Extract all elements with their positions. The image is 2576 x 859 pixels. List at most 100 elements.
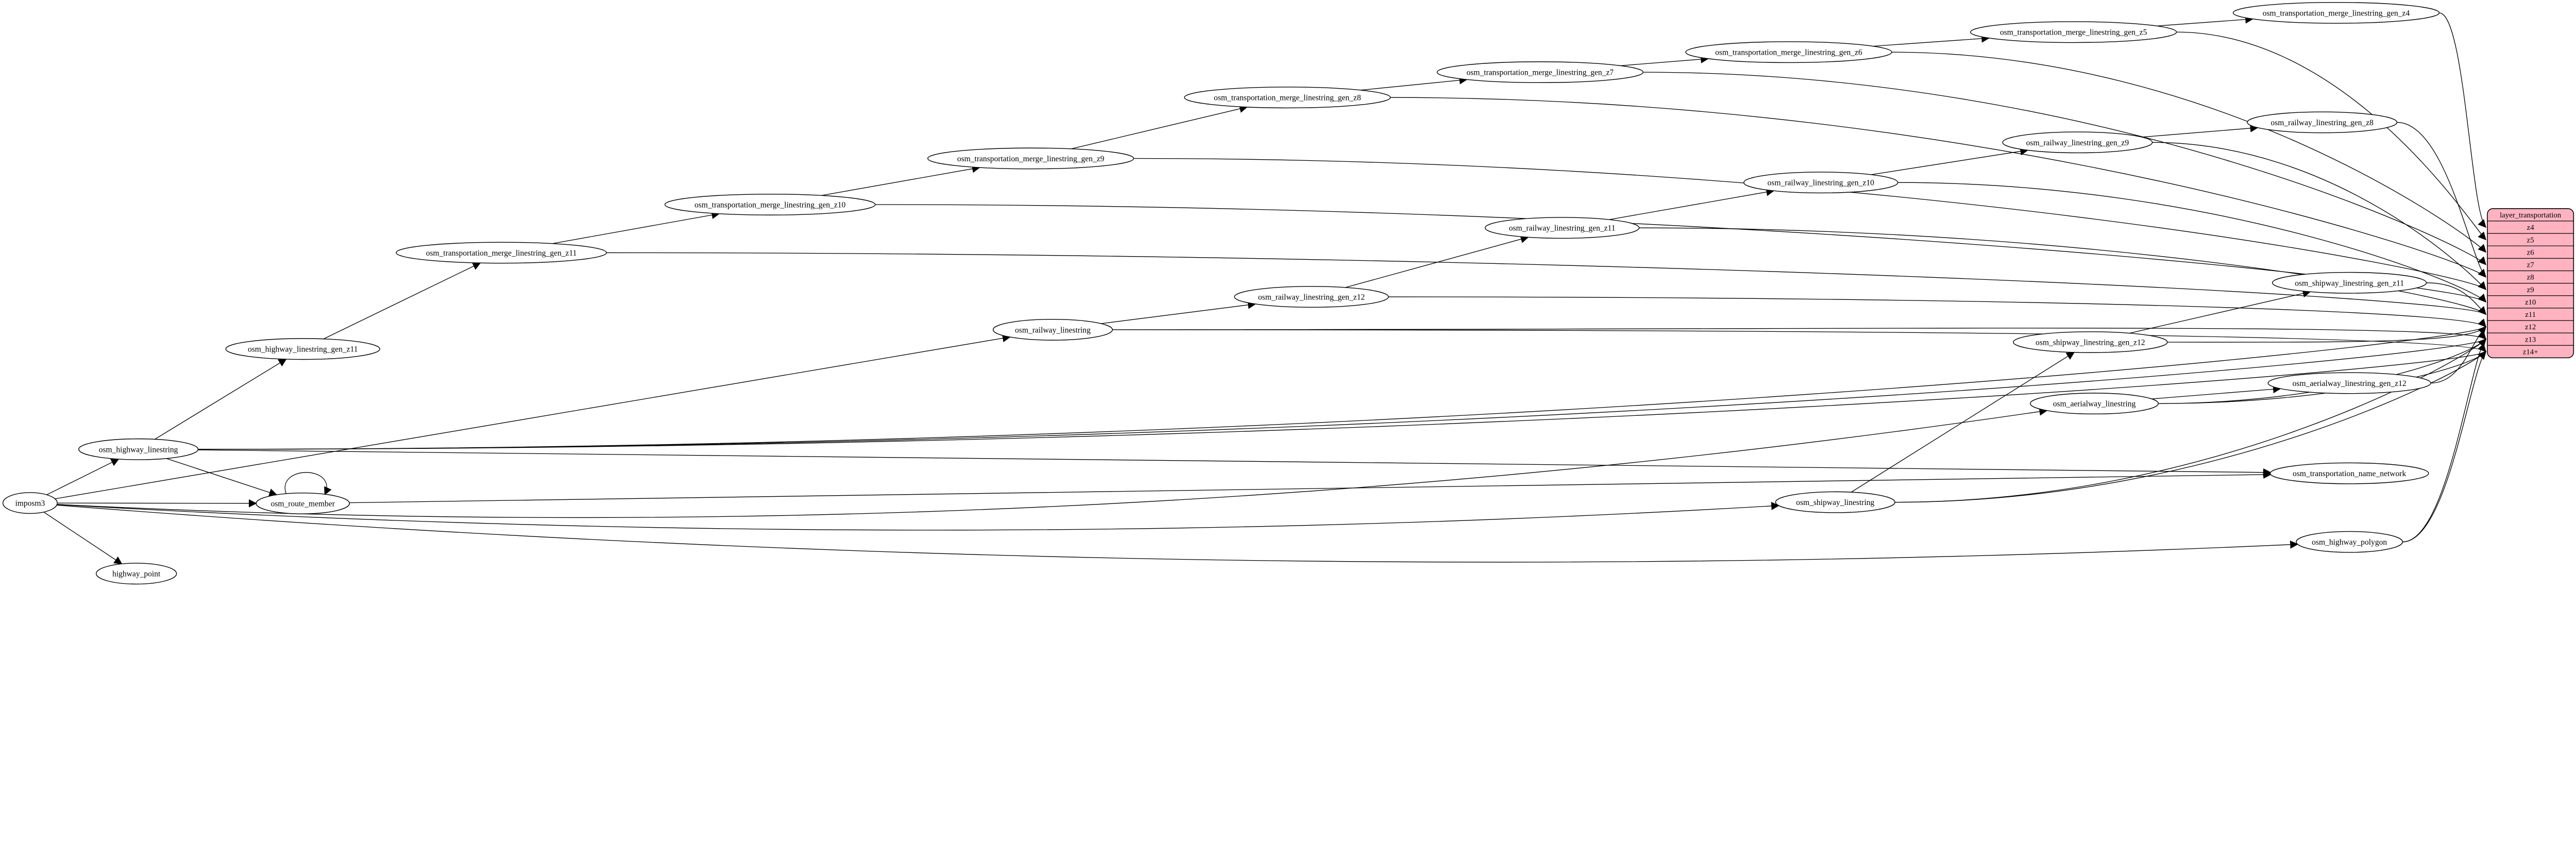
node-osm_aerialway_linestring: osm_aerialway_linestring: [2030, 393, 2159, 415]
node-ellipse-osm_aerialway_linestring: [2030, 393, 2159, 415]
node-label-osm_shipway_linestring_gen_z11: osm_shipway_linestring_gen_z11: [2295, 279, 2404, 288]
node-ellipse-osm_transportation_name_network: [2269, 462, 2429, 484]
node-label-osm_railway_linestring_gen_z9: osm_railway_linestring_gen_z9: [2026, 139, 2129, 147]
edge-osm_shipway_linestring_gen_z11--layer-row-z11: [2426, 282, 2486, 315]
edge-osm_highway_linestring--layer-row-z13: [198, 339, 2486, 450]
node-osm_shipway_linestring: osm_shipway_linestring: [1775, 491, 1895, 513]
edge-osm_highway_linestring--osm_route_member: [166, 458, 278, 497]
edge-osm_railway_linestring--osm_railway_linestring_gen_z12: [1101, 300, 1257, 324]
node-osm_transportation_merge_linestring_gen_z7: osm_transportation_merge_linestring_gen_…: [1436, 61, 1643, 83]
node-osm_transportation_merge_linestring_gen_z6: osm_transportation_merge_linestring_gen_…: [1685, 41, 1892, 63]
edge-osm_railway_linestring_gen_z8--layer-row-z8: [2397, 122, 2486, 278]
node-ellipse-osm_shipway_linestring: [1775, 491, 1895, 513]
node-ellipse-osm_railway_linestring: [992, 318, 1113, 341]
layer-table-title: layer_transportation: [2500, 211, 2562, 220]
edge-osm_highway_polygon--layer-row-z14+: [2402, 351, 2486, 543]
layer-table-row-z9: z9: [2527, 286, 2534, 294]
node-osm_shipway_linestring_gen_z12: osm_shipway_linestring_gen_z12: [2013, 331, 2168, 353]
edge-osm_transportation_merge_linestring_gen_z6--layer-row-z6: [1891, 52, 2486, 253]
edge-osm_railway_linestring_gen_z10--layer-row-z10: [1897, 182, 2486, 302]
node-ellipse-imposm3: [2, 492, 58, 514]
node-ellipse-osm_transportation_merge_linestring_gen_z11: [396, 242, 607, 264]
node-label-osm_highway_linestring_gen_z11: osm_highway_linestring_gen_z11: [248, 345, 358, 354]
node-osm_aerialway_linestring_gen_z12: osm_aerialway_linestring_gen_z12: [2267, 372, 2431, 394]
layer-table-row-z7: z7: [2527, 261, 2534, 270]
edge-osm_transportation_merge_linestring_gen_z9--layer-row-z9: [1133, 158, 2486, 290]
node-ellipse-osm_highway_linestring: [78, 438, 199, 460]
node-osm_railway_linestring_gen_z11: osm_railway_linestring_gen_z11: [1484, 217, 1640, 239]
etl-diagram: imposm3 highway_point osm_highway_linestri…: [2, 2, 2574, 585]
layer-table: layer_transportation z4 z5 z6 z7 z8 z9 z10 z11 z1…: [2487, 208, 2574, 359]
edge-imposm3--osm_aerialway_linestring: [57, 407, 2048, 518]
edge-osm_highway_linestring--layer-row-z14+: [198, 351, 2486, 450]
node-ellipse-osm_railway_linestring_gen_z8: [2247, 111, 2398, 133]
node-label-osm_railway_linestring: osm_railway_linestring: [1015, 326, 1091, 334]
node-osm_transportation_merge_linestring_gen_z9: osm_transportation_merge_linestring_gen_…: [927, 147, 1134, 170]
edge-osm_railway_linestring--layer-row-z14+: [1112, 329, 2486, 352]
node-label-osm_transportation_merge_linestring_gen_z7: osm_transportation_merge_linestring_gen_…: [1466, 69, 1614, 77]
node-osm_railway_linestring_gen_z10: osm_railway_linestring_gen_z10: [1743, 172, 1899, 194]
node-label-osm_railway_linestring_gen_z12: osm_railway_linestring_gen_z12: [1258, 293, 1365, 302]
layer-table-row-z8: z8: [2527, 274, 2534, 282]
edge-osm_railway_linestring--layer-row-z13: [1112, 328, 2486, 340]
edge-osm_route_member--osm_transportation_name_network: [349, 470, 2272, 503]
edge-osm_railway_linestring_gen_z10--osm_railway_linestring_gen_z9: [1871, 147, 2029, 175]
edge-osm_transportation_merge_linestring_gen_z4--layer-row-z4: [2439, 12, 2486, 228]
node-ellipse-osm_highway_linestring_gen_z11: [225, 338, 380, 360]
node-label-imposm3: imposm3: [15, 499, 45, 508]
edge-imposm3--osm_shipway_linestring: [57, 501, 1780, 531]
edge-osm_railway_linestring_gen_z11--osm_railway_linestring_gen_z10: [1609, 188, 1775, 220]
edge-osm_transportation_merge_linestring_gen_z10--osm_transportation_merge_linestring_gen_z9: [821, 164, 980, 196]
edge-osm_transportation_merge_linestring_gen_z9--osm_transportation_merge_linestring_gen_z8: [1071, 105, 1248, 149]
node-ellipse-highway_point: [95, 563, 177, 585]
node-ellipse-osm_aerialway_linestring_gen_z12: [2267, 372, 2431, 394]
node-label-osm_transportation_merge_linestring_gen_z6: osm_transportation_merge_linestring_gen_…: [1715, 48, 1862, 57]
node-ellipse-osm_transportation_merge_linestring_gen_z5: [1970, 21, 2177, 43]
edge-osm_highway_linestring--osm_highway_linestring_gen_z11: [155, 359, 287, 440]
layer-table-row-z13: z13: [2525, 335, 2536, 344]
edge-osm_highway_linestring--osm_transportation_name_network: [198, 449, 2272, 477]
node-imposm3: imposm3: [2, 492, 58, 514]
node-label-osm_shipway_linestring_gen_z12: osm_shipway_linestring_gen_z12: [2036, 338, 2145, 347]
node-ellipse-osm_transportation_merge_linestring_gen_z7: [1436, 61, 1643, 83]
node-label-osm_aerialway_linestring: osm_aerialway_linestring: [2053, 400, 2136, 409]
edge-osm_shipway_linestring_gen_z12--layer-row-z12: [2167, 326, 2486, 343]
layer-table-row-z10: z10: [2525, 298, 2536, 307]
node-osm_shipway_linestring_gen_z11: osm_shipway_linestring_gen_z11: [2272, 272, 2427, 294]
edge-osm_railway_linestring_gen_z11--layer-row-z11: [1639, 227, 2486, 315]
edge-osm_railway_linestring_gen_z9--osm_railway_linestring_gen_z8: [2142, 124, 2259, 138]
node-ellipse-osm_transportation_merge_linestring_gen_z10: [664, 194, 876, 215]
node-ellipse-osm_transportation_merge_linestring_gen_z8: [1184, 87, 1391, 109]
node-osm_highway_linestring: osm_highway_linestring: [78, 438, 199, 460]
edge-osm_transportation_merge_linestring_gen_z6--osm_transportation_merge_linestring_gen_z5: [1873, 34, 1990, 47]
node-osm_highway_linestring_gen_z11: osm_highway_linestring_gen_z11: [225, 338, 380, 360]
edge-imposm3--highway_point: [43, 512, 123, 565]
node-ellipse-osm_railway_linestring_gen_z12: [1234, 286, 1389, 308]
node-osm_railway_linestring: osm_railway_linestring: [992, 318, 1113, 341]
node-ellipse-osm_highway_polygon: [2296, 531, 2403, 553]
node-ellipse-osm_route_member: [256, 493, 350, 514]
edge-osm_aerialway_linestring--osm_aerialway_linestring_gen_z12: [2151, 385, 2281, 399]
node-osm_highway_polygon: osm_highway_polygon: [2296, 531, 2403, 553]
node-ellipse-osm_shipway_linestring_gen_z11: [2272, 272, 2427, 294]
node-osm_route_member: osm_route_member: [256, 493, 350, 514]
node-osm_transportation_merge_linestring_gen_z10: osm_transportation_merge_linestring_gen_…: [664, 194, 876, 215]
node-ellipse-osm_transportation_merge_linestring_gen_z4: [2232, 2, 2440, 24]
layer-table-row-z6: z6: [2527, 248, 2534, 257]
node-osm_railway_linestring_gen_z9: osm_railway_linestring_gen_z9: [2002, 131, 2153, 154]
node-highway_point: highway_point: [95, 563, 177, 585]
edge-osm_railway_linestring_gen_z9--layer-row-z9: [2152, 142, 2486, 290]
diagram-canvas: imposm3 highway_point osm_highway_linestri…: [2, 2, 2574, 585]
node-label-osm_transportation_merge_linestring_gen_z5: osm_transportation_merge_linestring_gen_…: [2000, 28, 2147, 37]
node-label-osm_highway_polygon: osm_highway_polygon: [2312, 538, 2387, 547]
node-osm_transportation_merge_linestring_gen_z4: osm_transportation_merge_linestring_gen_…: [2232, 2, 2440, 24]
node-label-osm_railway_linestring_gen_z11: osm_railway_linestring_gen_z11: [1509, 224, 1616, 233]
node-label-osm_shipway_linestring: osm_shipway_linestring: [1796, 498, 1874, 507]
node-label-osm_railway_linestring_gen_z10: osm_railway_linestring_gen_z10: [1768, 179, 1874, 188]
edge-imposm3--osm_highway_polygon: [57, 504, 2299, 563]
node-ellipse-osm_shipway_linestring_gen_z12: [2013, 331, 2168, 353]
node-ellipse-osm_railway_linestring_gen_z9: [2002, 131, 2153, 154]
edge-imposm3--osm_highway_linestring: [46, 459, 120, 495]
edge-osm_transportation_merge_linestring_gen_z11--layer-row-z11: [606, 252, 2486, 315]
node-label-osm_transportation_merge_linestring_gen_z8: osm_transportation_merge_linestring_gen_…: [1214, 94, 1361, 103]
